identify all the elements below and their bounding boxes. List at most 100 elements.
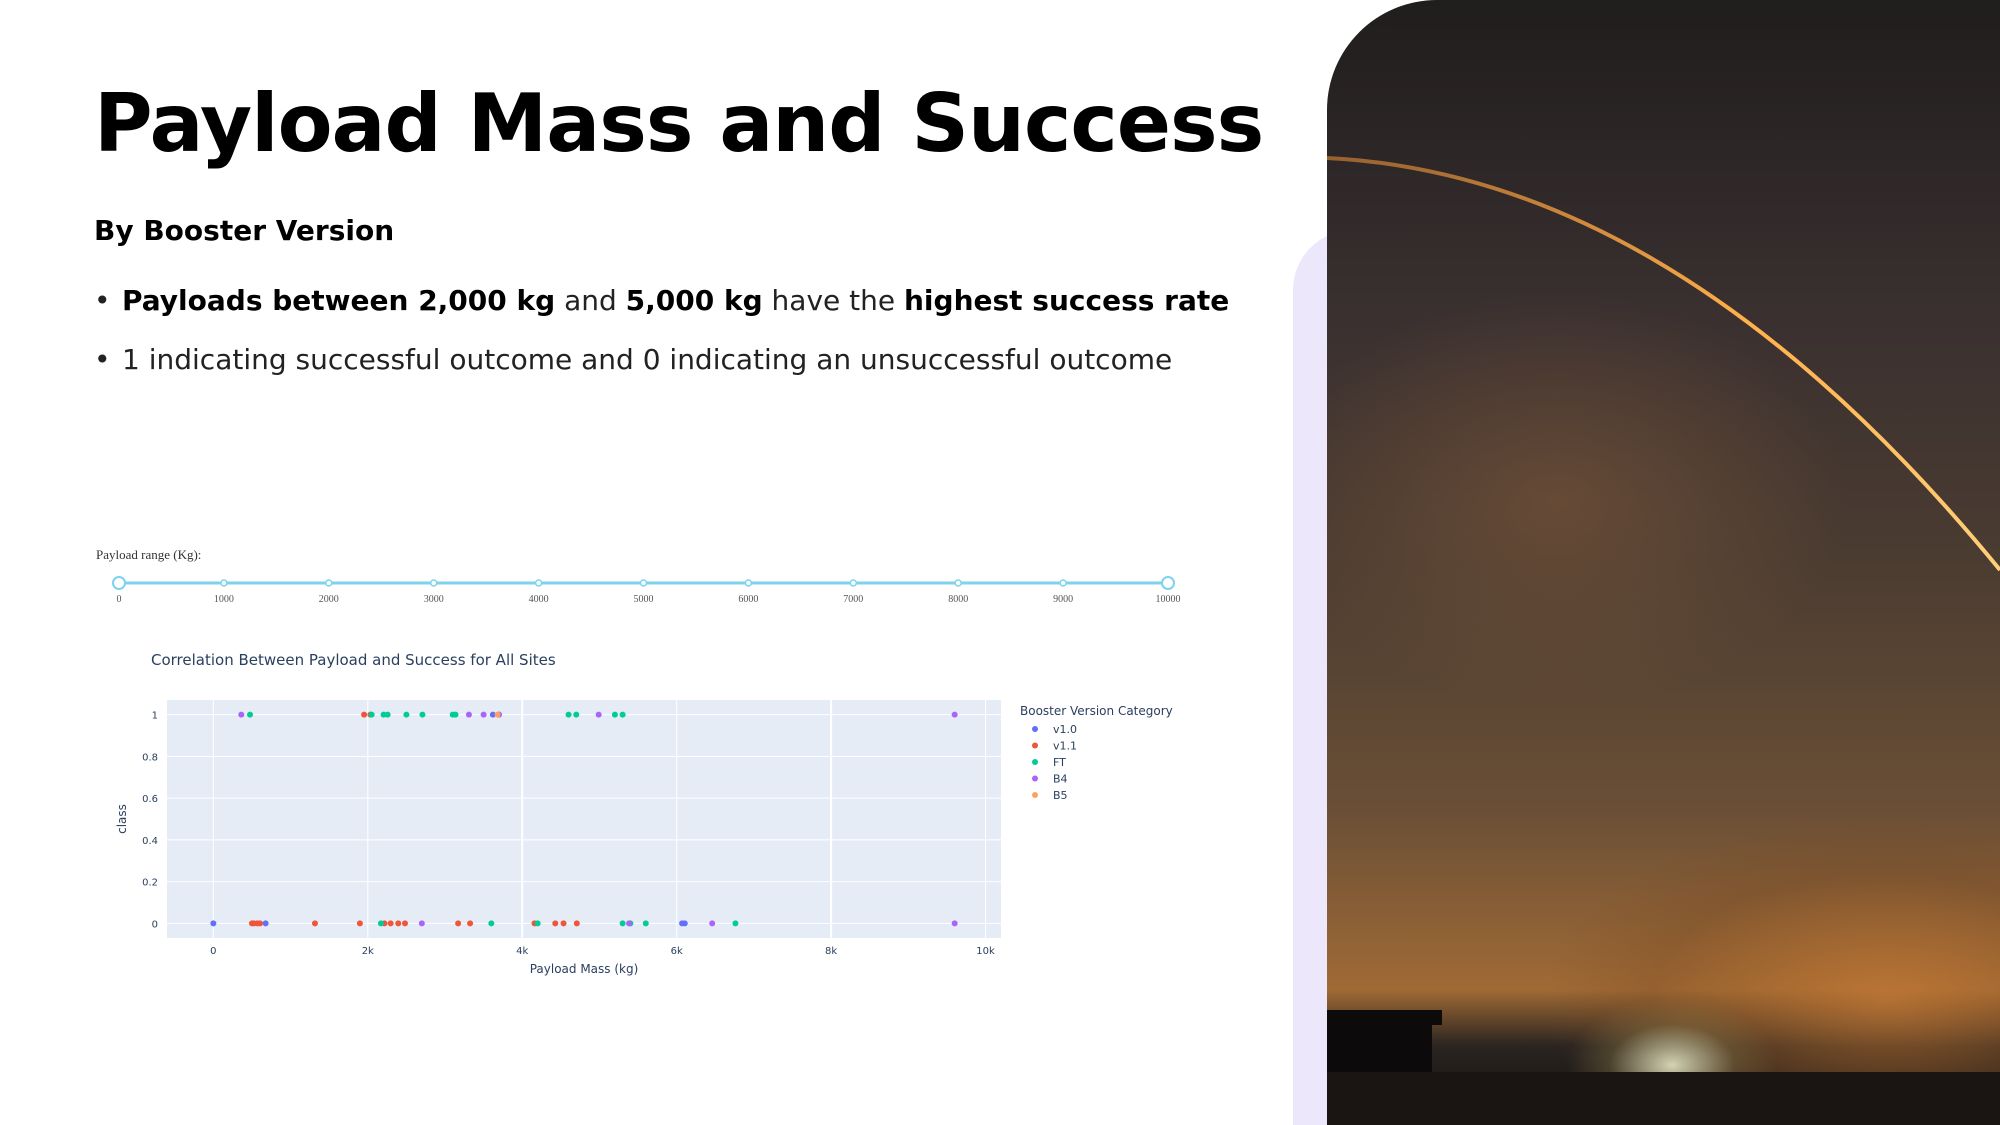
- data-point[interactable]: [418, 920, 425, 927]
- bullet-bold-text: Payloads between 2,000 kg: [122, 284, 556, 317]
- rocket-trail-illustration: [1327, 156, 2000, 1125]
- y-tick-label: 0: [152, 919, 158, 930]
- slider-tick-mark: [220, 579, 228, 587]
- bullet-item: 1 indicating successful outcome and 0 in…: [94, 343, 1229, 376]
- bullet-item: Payloads between 2,000 kg and 5,000 kg h…: [94, 284, 1229, 317]
- slider-tick-mark: [744, 579, 753, 587]
- data-point[interactable]: [403, 711, 410, 718]
- legend-marker[interactable]: [1032, 759, 1038, 765]
- data-point[interactable]: [552, 920, 559, 927]
- data-point[interactable]: [681, 920, 688, 927]
- slider-handle-max[interactable]: [1161, 576, 1175, 590]
- bullet-bold-text: highest success rate: [904, 284, 1230, 317]
- data-point[interactable]: [210, 920, 217, 927]
- data-point[interactable]: [595, 711, 602, 718]
- data-point[interactable]: [573, 711, 580, 718]
- x-tick-label: 10k: [976, 946, 995, 957]
- bullet-bold-text: 5,000 kg: [625, 284, 763, 317]
- shoreline: [1327, 1072, 2000, 1125]
- data-point[interactable]: [311, 920, 318, 927]
- data-point[interactable]: [465, 711, 472, 718]
- data-point[interactable]: [560, 920, 567, 927]
- y-tick-label: 0.6: [142, 794, 158, 805]
- chart-title: Correlation Between Payload and Success …: [151, 651, 556, 669]
- legend-label[interactable]: B5: [1053, 789, 1068, 802]
- bullet-text: have the: [762, 284, 904, 317]
- slider-tick-label: 2000: [319, 594, 339, 605]
- y-tick-label: 0.8: [142, 752, 158, 763]
- payload-range-slider[interactable]: 0 1000 2000 3000 4000 5000 6000 7000 8000 9000 100…: [100, 570, 1200, 610]
- data-point[interactable]: [395, 920, 402, 927]
- data-point[interactable]: [238, 711, 245, 718]
- slide-subtitle: By Booster Version: [94, 214, 395, 247]
- data-point[interactable]: [709, 920, 716, 927]
- slider-tick-mark: [534, 579, 543, 587]
- bullet-text: and: [555, 284, 626, 317]
- legend-marker[interactable]: [1032, 775, 1038, 782]
- x-tick-label: 0: [210, 946, 216, 957]
- legend-title: Booster Version Category: [1020, 704, 1173, 718]
- data-point[interactable]: [488, 920, 495, 927]
- legend-label[interactable]: B4: [1053, 773, 1068, 786]
- data-point[interactable]: [455, 920, 462, 927]
- data-point[interactable]: [387, 920, 394, 927]
- slider-tick-label: 10000: [1156, 594, 1181, 605]
- data-point[interactable]: [368, 711, 375, 718]
- rocket-launch-photo: [1327, 0, 2000, 1125]
- slider-tick-mark: [325, 579, 333, 587]
- slider-handle-min[interactable]: [112, 576, 126, 590]
- payload-range-label: Payload range (Kg):: [96, 547, 202, 562]
- data-point[interactable]: [565, 711, 572, 718]
- data-point[interactable]: [626, 920, 633, 927]
- x-tick-label: 6k: [671, 946, 683, 957]
- y-tick-label: 0.2: [142, 878, 158, 889]
- slider-tick-mark: [954, 579, 962, 587]
- data-point[interactable]: [401, 920, 408, 927]
- legend-marker[interactable]: [1032, 742, 1038, 749]
- y-axis-label: class: [115, 804, 129, 834]
- slider-tick-mark: [1059, 579, 1067, 587]
- legend-marker[interactable]: [1032, 792, 1038, 798]
- data-point[interactable]: [489, 711, 496, 718]
- x-tick-label: 8k: [825, 946, 837, 957]
- data-point[interactable]: [384, 711, 391, 718]
- slider-tick-label: 7000: [843, 594, 863, 605]
- data-point[interactable]: [361, 711, 368, 718]
- slide-title: Payload Mass and Success: [94, 77, 1264, 170]
- x-tick-label: 2k: [362, 946, 374, 957]
- payload-success-scatter-chart: Correlation Between Payload and Success …: [115, 651, 1173, 976]
- data-point[interactable]: [642, 920, 649, 927]
- data-point[interactable]: [534, 920, 541, 927]
- data-point[interactable]: [619, 920, 626, 927]
- data-point[interactable]: [951, 920, 958, 927]
- x-tick-label: 4k: [516, 946, 528, 957]
- slider-tick-mark: [849, 579, 858, 587]
- slider-tick-label: 0: [117, 594, 122, 605]
- data-point[interactable]: [356, 920, 363, 927]
- bullet-list: Payloads between 2,000 kg and 5,000 kg h…: [94, 284, 1229, 402]
- data-point[interactable]: [377, 920, 384, 927]
- legend-marker[interactable]: [1032, 726, 1038, 732]
- data-point[interactable]: [262, 920, 269, 927]
- data-point[interactable]: [573, 920, 580, 927]
- data-point[interactable]: [732, 920, 739, 927]
- slider-tick-label: 5000: [634, 594, 654, 605]
- data-point[interactable]: [480, 711, 487, 718]
- data-point[interactable]: [247, 711, 254, 718]
- legend-label[interactable]: FT: [1053, 756, 1066, 769]
- data-point[interactable]: [951, 711, 958, 718]
- legend-label[interactable]: v1.0: [1053, 723, 1077, 736]
- data-point[interactable]: [419, 711, 426, 718]
- slider-tick-label: 8000: [948, 594, 968, 605]
- slider-tick-mark: [429, 579, 438, 587]
- legend-label[interactable]: v1.1: [1053, 740, 1077, 753]
- data-point[interactable]: [494, 711, 501, 718]
- data-point[interactable]: [452, 711, 459, 718]
- slider-tick-mark: [639, 579, 648, 587]
- data-point[interactable]: [611, 711, 618, 718]
- data-point[interactable]: [619, 711, 626, 718]
- data-point[interactable]: [257, 920, 264, 927]
- slider-tick-label: 1000: [214, 594, 234, 605]
- data-point[interactable]: [467, 920, 474, 927]
- y-tick-label: 0.4: [142, 836, 158, 847]
